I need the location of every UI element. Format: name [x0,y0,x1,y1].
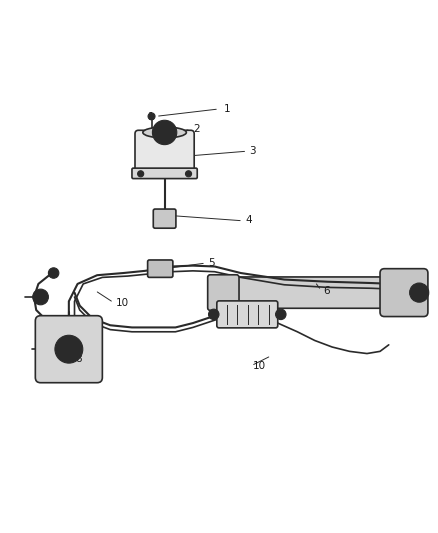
Text: 3: 3 [250,146,256,156]
Circle shape [208,309,219,320]
Text: 5: 5 [208,257,215,268]
Circle shape [152,120,177,144]
FancyBboxPatch shape [217,301,278,328]
Circle shape [33,289,48,305]
Text: 7: 7 [262,317,269,326]
Ellipse shape [143,127,186,138]
Circle shape [185,171,191,177]
Circle shape [61,341,77,357]
FancyBboxPatch shape [380,269,428,317]
Text: 1: 1 [223,103,230,114]
Circle shape [158,126,171,139]
FancyBboxPatch shape [35,316,102,383]
Text: 4: 4 [245,215,252,225]
FancyBboxPatch shape [208,275,239,310]
Text: 10: 10 [253,361,265,371]
FancyBboxPatch shape [132,168,197,179]
FancyBboxPatch shape [224,277,423,308]
FancyBboxPatch shape [135,130,194,176]
Text: 2: 2 [193,124,200,134]
Text: 8: 8 [75,354,82,364]
Text: 6: 6 [323,286,330,296]
Circle shape [276,309,286,320]
Circle shape [410,283,429,302]
FancyBboxPatch shape [153,209,176,228]
Circle shape [48,268,59,278]
FancyBboxPatch shape [148,260,173,277]
Circle shape [55,335,83,363]
Circle shape [148,113,155,120]
Circle shape [138,171,144,177]
Text: 10: 10 [116,298,128,308]
Text: 1: 1 [148,112,155,122]
